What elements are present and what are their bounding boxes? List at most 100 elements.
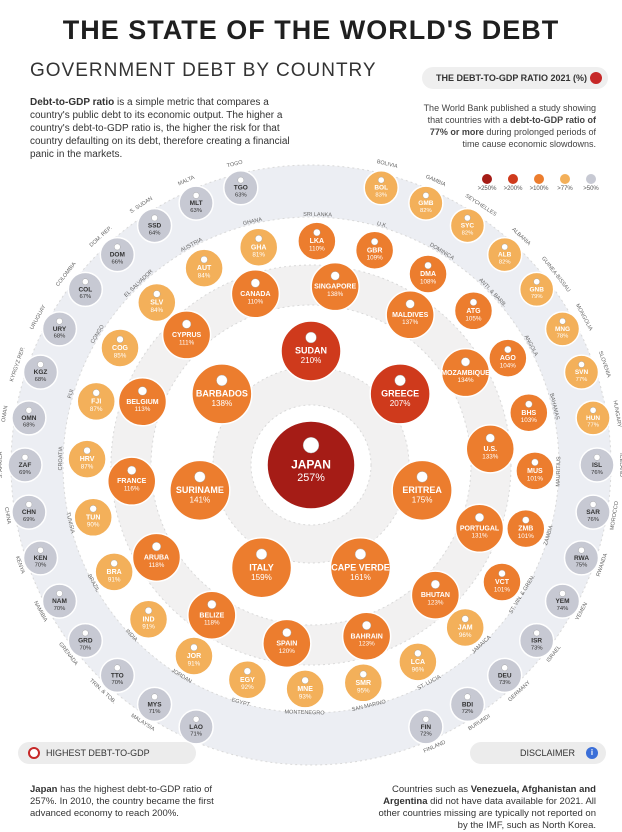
flag-icon <box>144 607 153 615</box>
country-value: 103% <box>521 417 538 424</box>
country-code: ALB <box>498 252 512 259</box>
country-code: SVN <box>575 369 589 376</box>
japan-note: Japan has the highest debt-to-GDP ratio … <box>30 784 214 819</box>
country-code: GMB <box>418 200 433 207</box>
country-code: SAR <box>586 509 600 516</box>
country-value: 141% <box>190 496 211 505</box>
country-name: MOROCCO <box>609 500 620 531</box>
bubble-circle <box>454 503 505 553</box>
country-code: ITALY <box>249 562 274 572</box>
bubble-circle <box>486 657 523 694</box>
flag-icon <box>301 676 309 684</box>
disclaimer-button[interactable]: DISCLAIMER i <box>470 742 606 764</box>
bubble-circle <box>363 170 399 206</box>
country-code: MALDIVES <box>392 312 429 319</box>
highest-debt-button[interactable]: HIGHEST DEBT-TO-GDP <box>18 742 196 764</box>
page-title: THE STATE OF THE WORLD'S DEBT <box>62 15 560 45</box>
country-value: 110% <box>309 246 325 253</box>
flag-icon <box>370 238 379 246</box>
country-code: CANADA <box>240 291 270 298</box>
flag-icon <box>237 176 245 184</box>
bubble-circle <box>136 207 173 244</box>
country-name: FIJI <box>67 388 75 399</box>
flag-icon <box>190 643 198 652</box>
country-value: 69% <box>23 517 35 523</box>
flag-icon <box>25 407 33 414</box>
legend-swatch <box>534 174 544 184</box>
bubble-circle <box>563 540 600 576</box>
country-code: BDI <box>462 701 473 708</box>
flag-icon <box>153 290 161 298</box>
country-name: MAURITIUS <box>556 456 563 487</box>
country-value: 96% <box>412 666 425 673</box>
country-code: BRA <box>107 569 122 576</box>
country-code: OMN <box>21 415 36 422</box>
country-code: TUN <box>86 514 100 521</box>
world-bank-note: The World Bank published a study showing… <box>423 103 596 149</box>
target-icon <box>28 747 40 759</box>
country-value: 69% <box>19 470 31 476</box>
bubble-circle <box>136 686 173 723</box>
country-code: NAM <box>52 598 67 605</box>
country-bubble[interactable]: U.S.133% <box>465 424 516 474</box>
bubble-circle <box>41 583 78 619</box>
country-code: SLV <box>150 300 163 307</box>
country-value: 83% <box>375 193 387 199</box>
bubble-circle <box>266 420 356 510</box>
flag-icon <box>424 261 432 270</box>
country-value: 70% <box>54 606 66 612</box>
